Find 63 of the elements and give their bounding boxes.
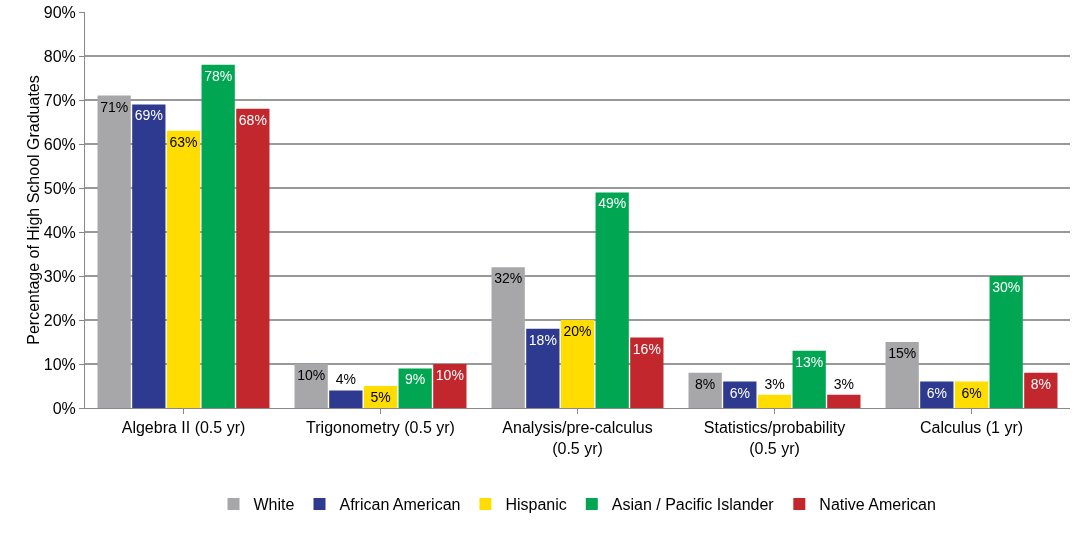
bar [989,276,1023,408]
y-tick-label: 0% [52,399,76,417]
data-label: 10% [297,367,326,383]
bar [201,64,235,408]
data-label: 3% [833,375,854,392]
data-label: 6% [961,384,982,401]
data-label: 9% [405,371,426,388]
data-label: 30% [992,279,1021,295]
x-tick-label: Trigonometry (0.5 yr) [306,419,455,437]
data-label: 15% [888,345,917,361]
legend-label: African American [339,496,461,514]
y-tick-label: 50% [43,179,76,197]
x-tick-label: Analysis/pre-calculus (0.5 yr) [502,419,653,457]
bar [166,130,201,408]
data-label: 10% [435,367,464,383]
bar [792,350,826,408]
bar [560,320,595,408]
bar [97,95,131,408]
x-tick-label: Statistics/probability (0.5 yr) [703,419,846,457]
y-tick-label: 20% [43,311,76,329]
data-label: 16% [632,340,661,357]
data-label: 68% [238,111,267,128]
y-tick-label: 10% [43,355,76,373]
data-label: 8% [695,375,716,392]
data-label: 78% [204,67,233,84]
data-label: 8% [1030,375,1051,392]
y-axis-title: Percentage of High School Graduates [24,75,42,345]
legend-label: Native American [819,496,936,514]
data-label: 3% [764,375,785,392]
data-label: 63% [169,133,198,150]
bar [491,267,525,408]
data-label: 13% [795,353,824,370]
y-tick-label: 70% [43,91,76,109]
data-label: 6% [729,384,750,401]
bar [329,390,363,408]
x-tick-label: Calculus (1 yr) [919,419,1024,437]
data-label: 71% [100,98,129,115]
bar [630,337,664,408]
y-tick-label: 80% [43,47,76,65]
bar [398,368,432,408]
bar [132,104,166,408]
legend-label: White [253,496,295,514]
legend-label: Asian / Pacific Islander [611,496,775,514]
data-label: 6% [926,384,947,401]
y-tick-label: 60% [43,135,76,153]
bar [595,192,629,408]
y-tick-label: 30% [43,267,76,285]
data-label: 4% [335,371,356,388]
data-label: 20% [563,323,592,339]
bar [757,394,792,408]
legend-label: Hispanic [505,496,567,514]
bar [526,328,560,408]
data-label: 69% [134,107,163,124]
data-label: 49% [598,195,627,212]
data-label: 18% [528,331,557,348]
bar [827,394,861,408]
x-tick-label: Algebra II (0.5 yr) [121,419,246,437]
data-label: 32% [494,270,523,287]
y-tick-label: 40% [43,223,76,241]
data-label: 5% [370,389,391,405]
y-tick-label: 90% [43,3,76,21]
bar [885,342,919,408]
bar [236,108,270,408]
